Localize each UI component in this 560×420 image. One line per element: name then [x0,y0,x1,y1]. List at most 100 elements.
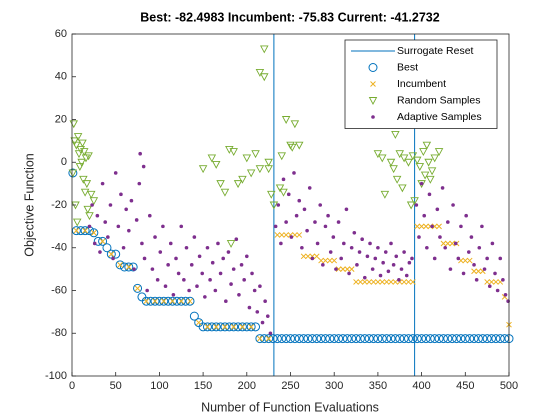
adaptive-sample-marker [297,198,302,203]
adaptive-sample-marker [276,203,281,207]
adaptive-sample-marker [407,260,412,265]
best-marker [229,322,239,332]
random-sample-marker [430,154,439,163]
best-marker [386,334,396,344]
incumbent-marker [392,279,399,285]
best-marker [316,334,326,344]
random-sample-marker [404,158,413,167]
best-marker [382,334,392,344]
adaptive-sample-marker [399,267,404,271]
adaptive-sample-marker [391,263,396,267]
adaptive-sample-marker [422,213,427,218]
best-marker [133,283,143,293]
incumbent-marker [414,223,421,230]
best-marker [277,334,287,344]
best-marker [281,334,291,344]
adaptive-sample-marker [90,203,94,207]
incumbent-marker [418,223,425,230]
adaptive-sample-marker [237,292,241,297]
adaptive-sample-marker [349,245,354,250]
adaptive-sample-marker [352,230,357,235]
incumbent-marker [313,253,320,260]
adaptive-sample-marker [176,271,181,276]
random-sample-marker [281,116,291,124]
adaptive-sample-marker [495,288,500,293]
adaptive-sample-marker [182,278,186,282]
best-marker [351,334,361,344]
adaptive-sample-marker [292,171,296,175]
adaptive-sample-marker [166,263,170,267]
random-sample-marker [78,139,87,148]
incumbent-marker [331,257,338,264]
adaptive-sample-marker [242,278,246,282]
adaptive-sample-marker [381,260,385,265]
adaptive-sample-marker [111,256,115,261]
random-sample-marker [386,158,396,167]
adaptive-sample-marker [281,177,286,182]
adaptive-sample-marker [218,271,223,276]
adaptive-sample-marker [286,192,291,197]
incumbent-marker [383,279,390,285]
adaptive-sample-marker [326,213,330,218]
incumbent-marker [239,323,246,330]
adaptive-sample-marker [482,267,487,271]
best-marker [421,334,431,344]
adaptive-sample-marker [155,278,160,282]
adaptive-sample-marker [397,278,401,282]
incumbent-marker [348,266,355,272]
adaptive-sample-marker [121,245,126,250]
random-sample-marker [260,73,269,82]
incumbent-marker [178,298,185,305]
adaptive-sample-marker [174,256,178,261]
best-marker [264,334,274,344]
incumbent-marker [440,240,447,247]
random-sample-marker [426,175,435,184]
adaptive-sample-marker [501,278,505,282]
incumbent-marker [117,261,123,268]
adaptive-sample-marker [221,256,226,261]
random-sample-marker [73,133,83,142]
adaptive-sample-marker [342,241,346,246]
x-tick-label: 100 [150,380,168,392]
best-marker [430,334,440,344]
incumbent-marker [366,279,373,285]
best-marker [465,334,475,344]
adaptive-sample-marker [438,235,442,239]
best-marker [202,322,212,332]
adaptive-sample-marker [87,224,92,229]
legend: Surrogate Reset Best Incumbent Random Sampl… [344,39,498,129]
adaptive-sample-marker [203,295,207,299]
best-marker [377,334,387,344]
incumbent-marker [488,279,495,285]
incumbent-marker [471,268,477,275]
adaptive-sample-marker [461,271,466,276]
incumbent-marker [248,323,255,330]
incumbent-marker [73,227,80,234]
adaptive-sample-marker [402,250,406,254]
incumbent-marker [99,238,106,245]
incumbent-marker [361,279,368,285]
adaptive-sample-marker [419,181,424,186]
incumbent-marker [401,279,407,285]
adaptive-sample-marker [263,299,267,303]
adaptive-sample-marker [250,271,254,276]
random-sample-marker [373,150,383,159]
adaptive-sample-marker [307,186,312,190]
adaptive-sample-marker [138,151,142,156]
adaptive-sample-marker [108,203,113,207]
adaptive-sample-marker [432,256,437,261]
y-tick-label: 40 [55,71,67,83]
random-sample-marker [255,165,265,174]
incumbent-marker [296,232,303,238]
best-marker [307,334,317,344]
adaptive-sample-marker [145,288,149,293]
best-marker [272,334,282,344]
adaptive-sample-marker [239,263,244,267]
adaptive-sample-marker [404,273,409,278]
best-marker [237,322,247,332]
adaptive-sample-marker [453,241,458,246]
x-tick-label: 400 [412,380,430,392]
random-sample-marker [422,141,432,150]
random-sample-marker [419,148,428,157]
random-sample-marker [80,188,90,197]
